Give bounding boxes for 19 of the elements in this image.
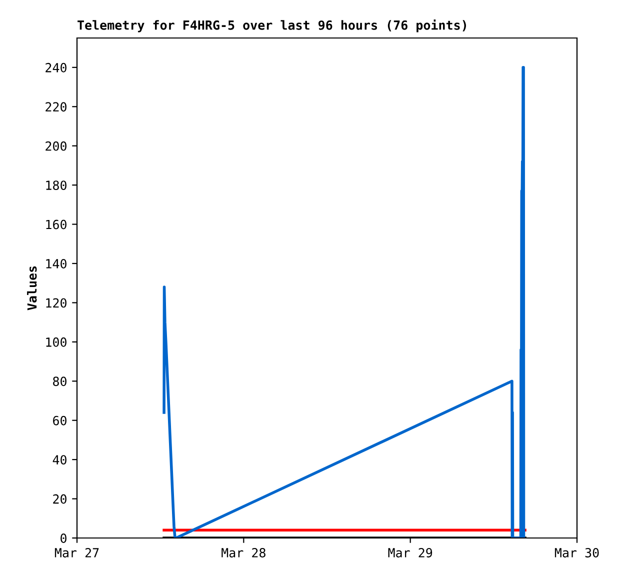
y-tick-label: 80	[53, 376, 66, 386]
x-tick-label: Mar 29	[388, 548, 432, 558]
y-tick-label: 140	[46, 258, 66, 268]
chart-title: Telemetry for F4HRG-5 over last 96 hours (76 points)	[78, 20, 466, 32]
y-tick-label: 160	[46, 220, 66, 230]
y-tick-label: 40	[52, 455, 66, 465]
x-tick-label: Mar 28	[222, 548, 266, 558]
x-tick-label: Mar 30	[554, 548, 599, 558]
y-tick-label: 240	[46, 62, 66, 72]
y-axis-title: Values	[27, 266, 37, 310]
y-tick-label: 60	[53, 416, 66, 426]
y-tick-label: 200	[46, 141, 66, 151]
y-tick-label: 100	[46, 337, 66, 347]
x-tick-label: Mar 27	[54, 548, 99, 558]
y-tick-label: 120	[46, 298, 66, 308]
y-tick-label: 20	[53, 494, 66, 504]
y-tick-label: 180	[46, 180, 66, 190]
y-tick-label: 0	[60, 534, 66, 543]
y-tick-label: 220	[46, 102, 66, 112]
